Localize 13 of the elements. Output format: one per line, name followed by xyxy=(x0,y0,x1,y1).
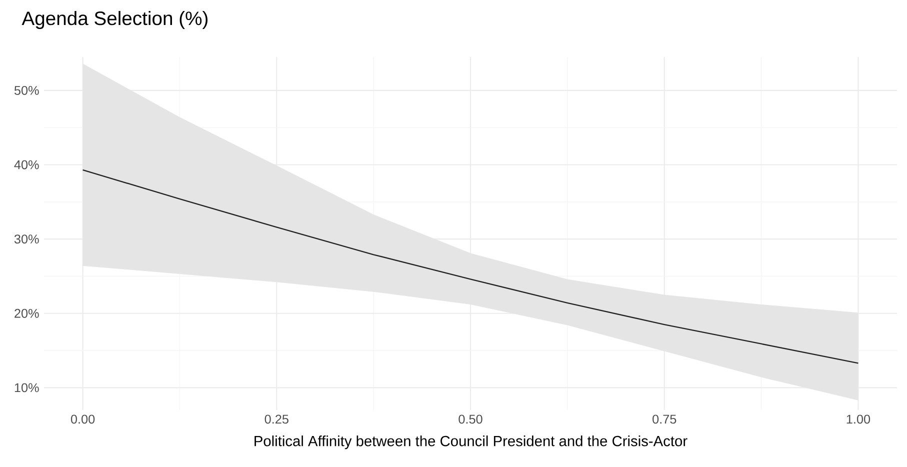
y-tick-label: 10% xyxy=(14,383,39,392)
x-tick-label: 0.75 xyxy=(652,414,676,424)
x-axis-title: Political Affinity between the Council President and the Crisis-Actor xyxy=(254,435,688,450)
y-tick-label: 50% xyxy=(14,86,39,95)
x-tick-label: 0.50 xyxy=(458,414,482,424)
x-tick-label: 1.00 xyxy=(846,414,870,424)
chart-title: Agenda Selection (%) xyxy=(22,10,208,30)
y-tick-label: 30% xyxy=(14,234,39,244)
line-series xyxy=(82,169,859,364)
x-tick-label: 0.00 xyxy=(70,414,95,424)
y-tick-label: 20% xyxy=(14,308,39,318)
y-tick-label: 40% xyxy=(14,160,39,170)
x-tick-label: 0.25 xyxy=(264,414,288,424)
